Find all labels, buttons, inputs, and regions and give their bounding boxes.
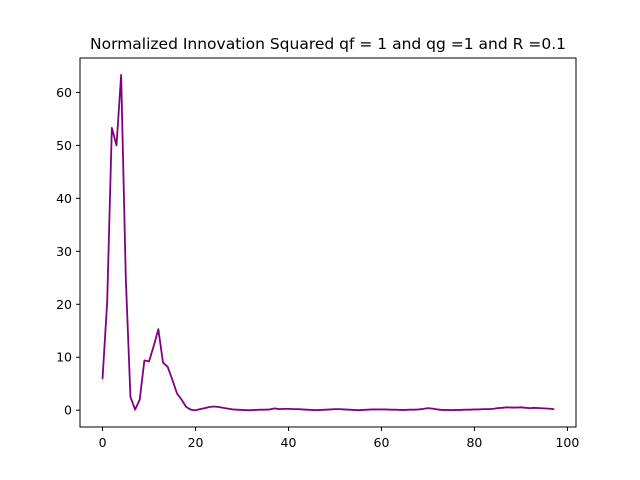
- x-tick-label: 100: [555, 435, 579, 450]
- x-tick-label: 80: [466, 435, 482, 450]
- y-tick-label: 40: [56, 191, 72, 206]
- series-line: [101, 74, 555, 412]
- x-tick-label: 40: [281, 435, 297, 450]
- y-tick-label: 30: [56, 244, 72, 259]
- y-tick-label: 50: [56, 138, 72, 153]
- y-tick-label: 20: [56, 297, 72, 312]
- y-tick-label: 0: [64, 403, 72, 418]
- x-tick-label: 0: [99, 435, 107, 450]
- axis-ticks: 0 20 40 60 80 100 0 10 20 30 40 50 60: [56, 85, 579, 450]
- plot-area-frame: [79, 57, 577, 428]
- x-tick-label: 20: [188, 435, 204, 450]
- chart-title: Normalized Innovation Squared qf = 1 and…: [90, 35, 566, 53]
- x-tick-label: 60: [374, 435, 390, 450]
- series-points: [102, 74, 554, 411]
- y-tick-label: 60: [56, 85, 72, 100]
- y-tick-label: 10: [56, 350, 72, 365]
